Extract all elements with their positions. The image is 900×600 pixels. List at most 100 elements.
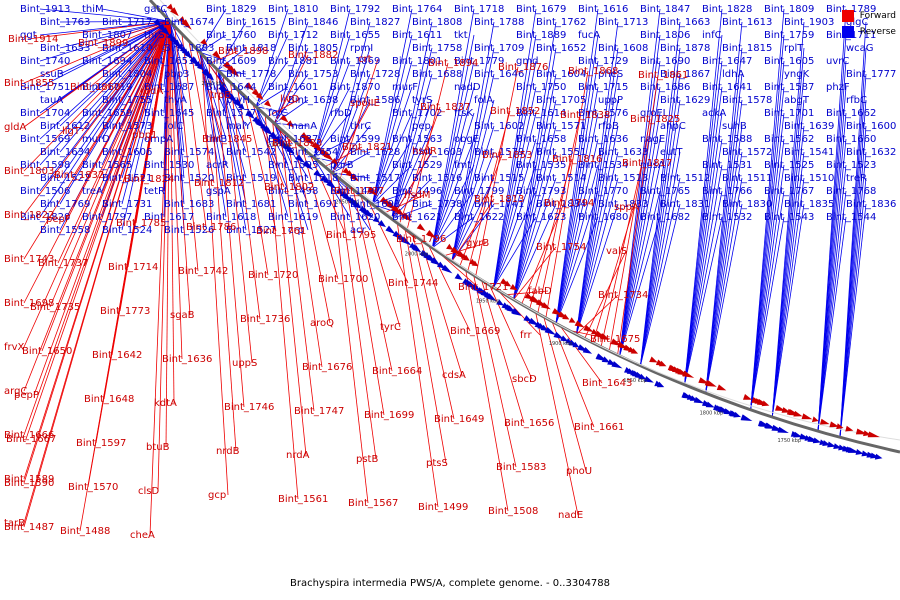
forward-gene-label: Bint_1796 xyxy=(396,234,446,245)
label-connector xyxy=(371,112,413,205)
reverse-gene-label: Bint_1658 xyxy=(516,134,566,145)
forward-gene-label: Bint_1742 xyxy=(178,266,228,277)
label-connector xyxy=(274,99,309,124)
legend-forward-label: Forward xyxy=(859,11,896,21)
reverse-gene-label: Bint_1683 xyxy=(164,199,214,210)
reverse-gene-label: thrB xyxy=(206,134,227,145)
forward-gene-label: sbcD xyxy=(512,374,537,385)
reverse-gene-label: Bint_1870 xyxy=(330,82,380,93)
reverse-gene-label: Bint_1687 xyxy=(144,82,194,93)
label-connector xyxy=(274,73,309,124)
label-connector xyxy=(372,164,413,205)
forward-gene-label: Bint_1636 xyxy=(162,354,212,365)
reverse-gene-label: Bint_1521 xyxy=(102,173,152,184)
reverse-gene-label: Bint_1777 xyxy=(846,69,896,80)
forward-feature-arrow xyxy=(590,328,598,335)
reverse-feature-arrow xyxy=(385,225,396,235)
label-connector xyxy=(451,47,495,262)
reverse-feature-arrow xyxy=(323,177,330,184)
forward-gene-label: argC xyxy=(4,386,27,397)
label-connector xyxy=(420,239,463,376)
label-connector xyxy=(555,86,599,324)
label-connector xyxy=(489,284,533,380)
label-connector xyxy=(431,112,475,248)
reverse-gene-label: Bint_1712 xyxy=(268,30,318,41)
label-connector xyxy=(640,203,681,366)
reverse-gene-label: Bint_1605 xyxy=(764,56,814,67)
forward-feature-arrow xyxy=(600,333,610,340)
reverse-gene-label: Bint_1574 xyxy=(164,147,214,158)
reverse-gene-label: Bint_1569 xyxy=(20,134,70,145)
forward-gene-label: hsdM xyxy=(404,190,431,201)
label-connector xyxy=(391,99,433,219)
reverse-feature-arrow xyxy=(238,103,245,110)
forward-gene-label: Bint_1499 xyxy=(418,502,468,513)
reverse-gene-label: Bint_1831 xyxy=(660,199,710,210)
reverse-gene-label: Bint_1579 xyxy=(474,147,524,158)
reverse-gene-label: Bint_1690 xyxy=(640,56,690,67)
reverse-gene-label: Bint_1517 xyxy=(350,173,400,184)
reverse-gene-label: Bint_1717 xyxy=(102,17,152,28)
label-connector xyxy=(459,154,503,267)
forward-feature-arrow xyxy=(568,317,576,323)
reverse-gene-label: Bint_1601 xyxy=(268,82,318,93)
label-connector xyxy=(274,21,309,124)
forward-feature-arrow xyxy=(562,313,570,320)
label-connector xyxy=(451,198,495,262)
reverse-gene-label: Bint_1680 xyxy=(578,212,628,223)
label-connector xyxy=(391,150,433,220)
reverse-gene-label: Bint_1728 xyxy=(350,69,400,80)
label-connector xyxy=(169,21,175,404)
label-connector xyxy=(23,20,171,84)
reverse-gene-label: Bint_1709 xyxy=(474,43,524,54)
reverse-gene-label: Bint_1510 xyxy=(784,173,834,184)
label-connector xyxy=(201,54,229,496)
label-connector xyxy=(79,21,171,532)
reverse-gene-label: Bint_1694 xyxy=(82,56,132,67)
reverse-gene-label: Bint_1519 xyxy=(226,173,276,184)
forward-feature-arrow xyxy=(509,284,518,291)
reverse-feature-arrow xyxy=(486,293,498,302)
forward-gene-label: phoU xyxy=(566,466,592,477)
label-connector xyxy=(313,8,351,158)
forward-feature-arrow xyxy=(829,421,840,428)
reverse-gene-label: suhB xyxy=(722,121,747,132)
reverse-swatch xyxy=(841,26,854,38)
label-connector xyxy=(705,47,743,394)
reverse-feature-arrow xyxy=(733,411,741,418)
genome-inner-arc xyxy=(159,0,900,441)
reverse-feature-arrow xyxy=(496,299,505,306)
reverse-gene-label: Bint_1691 xyxy=(288,199,338,210)
reverse-gene-label: Bint_1535 xyxy=(516,160,566,171)
label-connector xyxy=(684,190,723,385)
forward-gene-label: Bint_1508 xyxy=(488,506,538,517)
reverse-feature-arrow xyxy=(611,361,623,369)
label-connector xyxy=(513,246,557,300)
label-connector xyxy=(431,190,475,249)
label-connector xyxy=(684,8,723,385)
reverse-gene-label: Bint_1883 xyxy=(164,43,214,54)
reverse-gene-label: Bint_1586 xyxy=(350,95,400,106)
reverse-gene-label: Bint_1764 xyxy=(392,4,442,15)
label-connector xyxy=(451,125,495,262)
reverse-gene-label: folA xyxy=(474,95,493,106)
forward-gene-label: Bint_1894 xyxy=(428,58,478,69)
reverse-gene-label: Bint_1765 xyxy=(640,186,690,197)
forward-gene-label: nadE xyxy=(558,510,583,521)
reverse-gene-label: tkt xyxy=(454,30,468,41)
reverse-gene-label: Bint_1809 xyxy=(764,4,814,15)
label-connector xyxy=(39,21,171,218)
forward-feature-arrow xyxy=(583,324,594,333)
reverse-gene-label: Bint_1686 xyxy=(640,82,690,93)
reverse-gene-label: Bint_1827 xyxy=(350,17,400,28)
forward-gene-label: Bint_1590 xyxy=(4,478,54,489)
label-connector xyxy=(640,177,681,366)
reverse-gene-label: Bint_1820 xyxy=(20,212,70,223)
label-connector xyxy=(750,190,785,410)
reverse-gene-label: Bint_1731 xyxy=(102,199,152,210)
reverse-gene-label: Bint_1610 xyxy=(102,43,152,54)
reverse-gene-label: Bint_1524 xyxy=(102,225,152,236)
forward-feature-arrow xyxy=(200,38,208,46)
label-connector xyxy=(274,54,309,124)
label-connector xyxy=(25,21,171,440)
